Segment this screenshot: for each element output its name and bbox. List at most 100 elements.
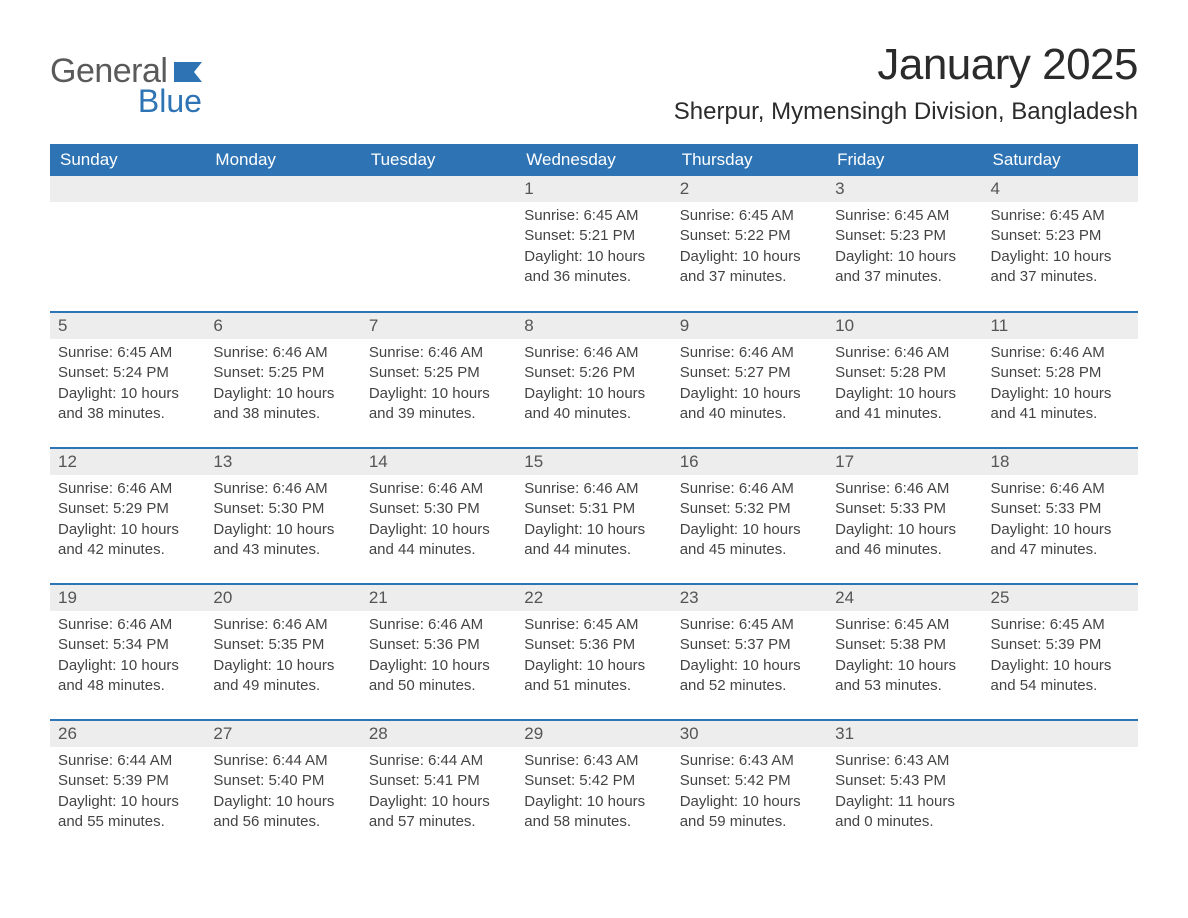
day-details: Sunrise: 6:46 AMSunset: 5:30 PMDaylight:…	[205, 475, 360, 566]
daylight-text: Daylight: 10 hours and 41 minutes.	[835, 384, 974, 425]
calendar-day-cell: 30Sunrise: 6:43 AMSunset: 5:42 PMDayligh…	[672, 720, 827, 856]
calendar-day-cell	[361, 176, 516, 312]
sunrise-text: Sunrise: 6:45 AM	[835, 615, 974, 635]
calendar-day-cell: 13Sunrise: 6:46 AMSunset: 5:30 PMDayligh…	[205, 448, 360, 584]
daylight-text: Daylight: 10 hours and 52 minutes.	[680, 656, 819, 697]
sunrise-text: Sunrise: 6:46 AM	[991, 479, 1130, 499]
day-number: 27	[205, 721, 360, 747]
sunrise-text: Sunrise: 6:46 AM	[213, 343, 352, 363]
daylight-text: Daylight: 10 hours and 44 minutes.	[369, 520, 508, 561]
calendar-day-cell: 31Sunrise: 6:43 AMSunset: 5:43 PMDayligh…	[827, 720, 982, 856]
sunrise-text: Sunrise: 6:46 AM	[213, 479, 352, 499]
day-number: 17	[827, 449, 982, 475]
weekday-header: Saturday	[983, 144, 1138, 176]
daylight-text: Daylight: 10 hours and 51 minutes.	[524, 656, 663, 697]
calendar-day-cell: 25Sunrise: 6:45 AMSunset: 5:39 PMDayligh…	[983, 584, 1138, 720]
day-number: 3	[827, 176, 982, 202]
sunset-text: Sunset: 5:33 PM	[835, 499, 974, 519]
calendar-day-cell: 1Sunrise: 6:45 AMSunset: 5:21 PMDaylight…	[516, 176, 671, 312]
day-details: Sunrise: 6:46 AMSunset: 5:33 PMDaylight:…	[983, 475, 1138, 566]
calendar-day-cell: 9Sunrise: 6:46 AMSunset: 5:27 PMDaylight…	[672, 312, 827, 448]
calendar-day-cell	[983, 720, 1138, 856]
calendar-week-row: 12Sunrise: 6:46 AMSunset: 5:29 PMDayligh…	[50, 448, 1138, 584]
sunset-text: Sunset: 5:28 PM	[991, 363, 1130, 383]
sunrise-text: Sunrise: 6:46 AM	[369, 479, 508, 499]
sunrise-text: Sunrise: 6:44 AM	[213, 751, 352, 771]
daylight-text: Daylight: 10 hours and 36 minutes.	[524, 247, 663, 288]
sunset-text: Sunset: 5:41 PM	[369, 771, 508, 791]
calendar-day-cell	[205, 176, 360, 312]
sunset-text: Sunset: 5:21 PM	[524, 226, 663, 246]
daylight-text: Daylight: 10 hours and 44 minutes.	[524, 520, 663, 561]
day-details: Sunrise: 6:46 AMSunset: 5:32 PMDaylight:…	[672, 475, 827, 566]
daylight-text: Daylight: 10 hours and 59 minutes.	[680, 792, 819, 833]
sunrise-text: Sunrise: 6:43 AM	[835, 751, 974, 771]
day-details: Sunrise: 6:46 AMSunset: 5:28 PMDaylight:…	[983, 339, 1138, 430]
sunset-text: Sunset: 5:40 PM	[213, 771, 352, 791]
day-details	[983, 747, 1138, 757]
day-number: 1	[516, 176, 671, 202]
sunset-text: Sunset: 5:43 PM	[835, 771, 974, 791]
sunrise-text: Sunrise: 6:45 AM	[991, 615, 1130, 635]
sunset-text: Sunset: 5:34 PM	[58, 635, 197, 655]
sunrise-text: Sunrise: 6:46 AM	[58, 615, 197, 635]
day-details: Sunrise: 6:45 AMSunset: 5:36 PMDaylight:…	[516, 611, 671, 702]
sunset-text: Sunset: 5:25 PM	[213, 363, 352, 383]
weekday-header: Thursday	[672, 144, 827, 176]
daylight-text: Daylight: 10 hours and 53 minutes.	[835, 656, 974, 697]
day-details: Sunrise: 6:46 AMSunset: 5:26 PMDaylight:…	[516, 339, 671, 430]
day-details: Sunrise: 6:46 AMSunset: 5:29 PMDaylight:…	[50, 475, 205, 566]
sunrise-text: Sunrise: 6:46 AM	[835, 343, 974, 363]
daylight-text: Daylight: 10 hours and 40 minutes.	[680, 384, 819, 425]
calendar-day-cell: 28Sunrise: 6:44 AMSunset: 5:41 PMDayligh…	[361, 720, 516, 856]
sunset-text: Sunset: 5:39 PM	[991, 635, 1130, 655]
daylight-text: Daylight: 10 hours and 37 minutes.	[680, 247, 819, 288]
calendar-day-cell: 8Sunrise: 6:46 AMSunset: 5:26 PMDaylight…	[516, 312, 671, 448]
sunset-text: Sunset: 5:25 PM	[369, 363, 508, 383]
daylight-text: Daylight: 10 hours and 56 minutes.	[213, 792, 352, 833]
calendar-day-cell: 19Sunrise: 6:46 AMSunset: 5:34 PMDayligh…	[50, 584, 205, 720]
day-details: Sunrise: 6:43 AMSunset: 5:42 PMDaylight:…	[672, 747, 827, 838]
calendar-day-cell: 14Sunrise: 6:46 AMSunset: 5:30 PMDayligh…	[361, 448, 516, 584]
calendar-day-cell: 2Sunrise: 6:45 AMSunset: 5:22 PMDaylight…	[672, 176, 827, 312]
daylight-text: Daylight: 10 hours and 49 minutes.	[213, 656, 352, 697]
weekday-header-row: Sunday Monday Tuesday Wednesday Thursday…	[50, 144, 1138, 176]
sunset-text: Sunset: 5:38 PM	[835, 635, 974, 655]
day-number: 24	[827, 585, 982, 611]
calendar-day-cell: 10Sunrise: 6:46 AMSunset: 5:28 PMDayligh…	[827, 312, 982, 448]
daylight-text: Daylight: 10 hours and 47 minutes.	[991, 520, 1130, 561]
sunrise-text: Sunrise: 6:46 AM	[524, 479, 663, 499]
sunrise-text: Sunrise: 6:44 AM	[58, 751, 197, 771]
day-number: 25	[983, 585, 1138, 611]
sunrise-text: Sunrise: 6:46 AM	[369, 615, 508, 635]
day-number: 8	[516, 313, 671, 339]
calendar-body: 1Sunrise: 6:45 AMSunset: 5:21 PMDaylight…	[50, 176, 1138, 856]
calendar-week-row: 26Sunrise: 6:44 AMSunset: 5:39 PMDayligh…	[50, 720, 1138, 856]
daylight-text: Daylight: 10 hours and 39 minutes.	[369, 384, 508, 425]
day-number: 18	[983, 449, 1138, 475]
day-number: 15	[516, 449, 671, 475]
sunset-text: Sunset: 5:36 PM	[369, 635, 508, 655]
calendar-day-cell: 18Sunrise: 6:46 AMSunset: 5:33 PMDayligh…	[983, 448, 1138, 584]
calendar-day-cell: 3Sunrise: 6:45 AMSunset: 5:23 PMDaylight…	[827, 176, 982, 312]
sunset-text: Sunset: 5:31 PM	[524, 499, 663, 519]
daylight-text: Daylight: 11 hours and 0 minutes.	[835, 792, 974, 833]
sunset-text: Sunset: 5:22 PM	[680, 226, 819, 246]
calendar-week-row: 19Sunrise: 6:46 AMSunset: 5:34 PMDayligh…	[50, 584, 1138, 720]
sunrise-text: Sunrise: 6:46 AM	[369, 343, 508, 363]
calendar-day-cell	[50, 176, 205, 312]
day-number: 7	[361, 313, 516, 339]
calendar-day-cell: 5Sunrise: 6:45 AMSunset: 5:24 PMDaylight…	[50, 312, 205, 448]
calendar-day-cell: 23Sunrise: 6:45 AMSunset: 5:37 PMDayligh…	[672, 584, 827, 720]
day-details: Sunrise: 6:46 AMSunset: 5:35 PMDaylight:…	[205, 611, 360, 702]
sunset-text: Sunset: 5:32 PM	[680, 499, 819, 519]
day-details: Sunrise: 6:45 AMSunset: 5:37 PMDaylight:…	[672, 611, 827, 702]
weekday-header: Friday	[827, 144, 982, 176]
sunrise-text: Sunrise: 6:45 AM	[680, 615, 819, 635]
calendar-day-cell: 29Sunrise: 6:43 AMSunset: 5:42 PMDayligh…	[516, 720, 671, 856]
calendar-day-cell: 7 Sunrise: 6:46 AMSunset: 5:25 PMDaylight…	[361, 312, 516, 448]
sunrise-text: Sunrise: 6:45 AM	[58, 343, 197, 363]
weekday-header: Wednesday	[516, 144, 671, 176]
day-details: Sunrise: 6:46 AMSunset: 5:34 PMDaylight:…	[50, 611, 205, 702]
day-number	[50, 176, 205, 202]
